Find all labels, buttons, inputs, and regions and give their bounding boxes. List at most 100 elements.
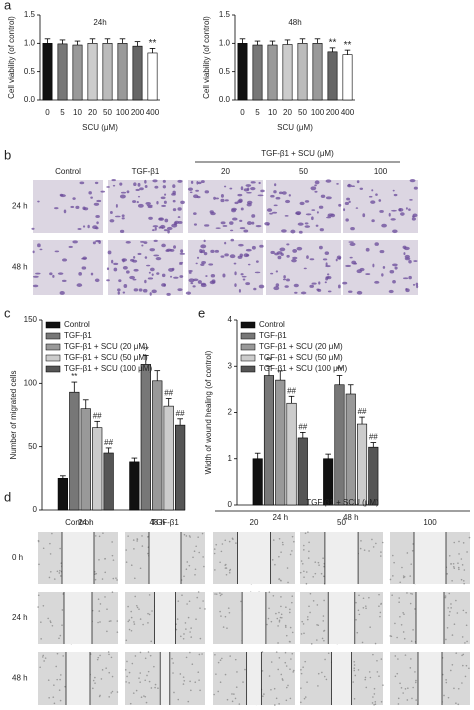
texture: [185, 656, 188, 659]
cell: [245, 282, 251, 286]
texture: [111, 554, 114, 557]
x-tick-label: 10: [73, 108, 82, 117]
cell: [172, 184, 176, 189]
texture: [465, 624, 468, 627]
cell: [299, 201, 305, 206]
texture: [130, 610, 132, 613]
texture: [308, 605, 310, 608]
cell: [224, 199, 229, 202]
y-axis-label: Cell viability (of control): [202, 16, 211, 99]
texture: [240, 600, 242, 603]
texture: [371, 538, 373, 541]
cell: [199, 249, 203, 253]
cell: [270, 272, 274, 275]
texture: [224, 673, 227, 676]
texture: [136, 540, 138, 542]
texture: [108, 671, 111, 674]
cell: [251, 245, 256, 250]
cell: [306, 255, 309, 259]
cell: [87, 224, 90, 229]
cell: [379, 210, 384, 213]
texture: [275, 651, 278, 653]
texture: [446, 627, 449, 629]
cell: [245, 248, 252, 252]
texture: [197, 536, 199, 538]
texture: [181, 594, 183, 597]
texture: [140, 696, 143, 699]
panel-letter: a: [4, 0, 12, 12]
texture: [362, 597, 365, 600]
texture: [274, 704, 276, 706]
cell: [295, 212, 298, 215]
texture: [175, 628, 178, 631]
texture: [40, 638, 42, 640]
cell: [200, 244, 207, 249]
cell: [348, 183, 351, 187]
cell: [229, 187, 233, 190]
cell: [171, 267, 175, 271]
bar: [140, 364, 151, 511]
texture: [189, 536, 191, 538]
texture: [444, 596, 447, 599]
texture: [224, 563, 227, 566]
texture: [99, 621, 101, 623]
texture: [308, 550, 310, 553]
cell: [163, 229, 168, 232]
texture: [303, 544, 305, 547]
texture: [353, 664, 356, 666]
texture: [148, 594, 151, 596]
cell: [94, 181, 99, 185]
texture: [182, 683, 185, 685]
texture: [409, 667, 412, 669]
texture: [44, 657, 47, 659]
texture: [111, 690, 114, 693]
texture: [305, 582, 308, 585]
texture: [369, 676, 372, 679]
cell: [121, 217, 125, 220]
cell: [362, 213, 366, 218]
texture: [235, 686, 238, 688]
cell: [147, 277, 154, 280]
legend-swatch: [45, 365, 61, 373]
cell: [223, 185, 227, 188]
texture: [448, 592, 451, 595]
texture: [280, 616, 283, 619]
cell: [204, 224, 210, 227]
texture: [202, 600, 204, 602]
cell: [166, 248, 172, 252]
texture: [127, 535, 129, 537]
legend-swatch: [45, 354, 61, 362]
texture: [148, 680, 151, 683]
texture: [291, 601, 293, 604]
cell: [240, 273, 244, 276]
cell: [137, 252, 142, 256]
texture: [410, 592, 412, 595]
texture: [138, 677, 140, 679]
column-label: TGF-β1: [132, 167, 160, 176]
texture: [41, 656, 44, 658]
y-tick-label: 0: [33, 505, 38, 514]
texture: [306, 616, 309, 618]
cell: [317, 288, 322, 292]
cell: [107, 250, 112, 255]
texture: [278, 703, 280, 705]
micrograph: [266, 180, 341, 233]
cell: [371, 189, 374, 192]
texture: [352, 681, 354, 683]
texture: [314, 561, 317, 563]
cell: [173, 276, 179, 279]
cell: [342, 281, 348, 285]
texture: [453, 687, 455, 690]
cell: [224, 241, 227, 245]
texture: [219, 592, 221, 594]
cell: [161, 273, 166, 278]
micrograph: [33, 240, 103, 295]
texture: [59, 575, 62, 577]
texture: [105, 667, 107, 669]
texture: [276, 617, 279, 620]
cell: [54, 207, 59, 210]
texture: [289, 626, 292, 629]
cell: [392, 229, 398, 234]
texture: [376, 659, 378, 662]
texture: [127, 620, 130, 623]
